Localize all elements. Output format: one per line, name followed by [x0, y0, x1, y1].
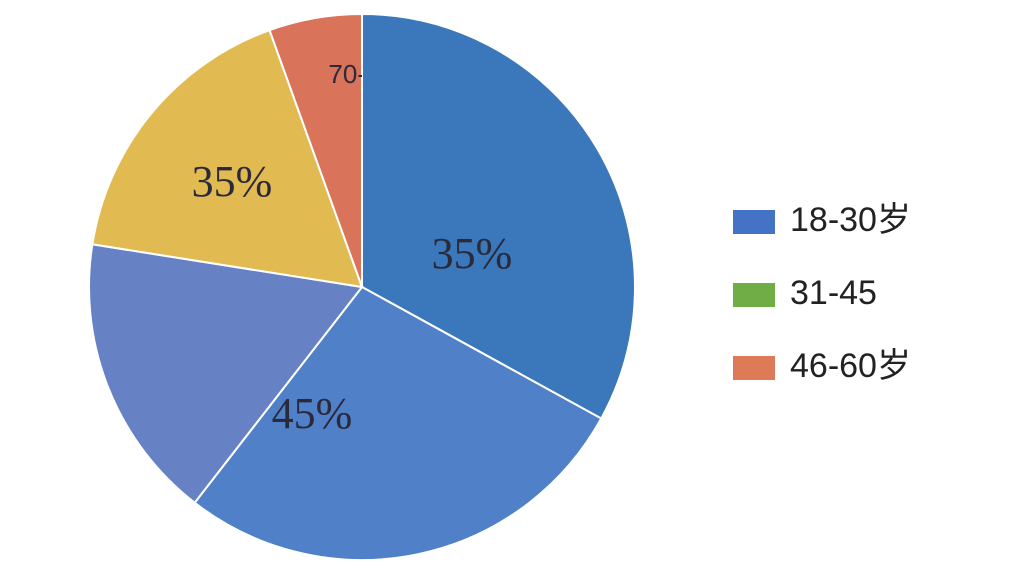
slice-label: 35% — [192, 157, 273, 206]
pie-slice — [88, 243, 364, 505]
pie-slice — [91, 28, 364, 289]
pie-slice — [268, 12, 363, 288]
pie-slice — [193, 285, 603, 561]
legend: 18-30岁 31-45 46-60岁 — [733, 201, 911, 385]
slice-label: 35% — [432, 229, 513, 278]
pie — [88, 12, 636, 561]
slice-labels: 35% 45% 35% 70- — [192, 59, 513, 438]
legend-swatch — [733, 283, 775, 307]
legend-swatch — [733, 210, 775, 234]
legend-swatch — [733, 356, 775, 380]
pie-slice — [361, 12, 636, 420]
legend-label: 18-30岁 — [790, 201, 911, 239]
legend-label: 46-60岁 — [790, 347, 911, 385]
legend-label: 31-45 — [790, 274, 877, 312]
slice-label: 45% — [272, 389, 353, 438]
slice-label: 70- — [328, 59, 366, 89]
